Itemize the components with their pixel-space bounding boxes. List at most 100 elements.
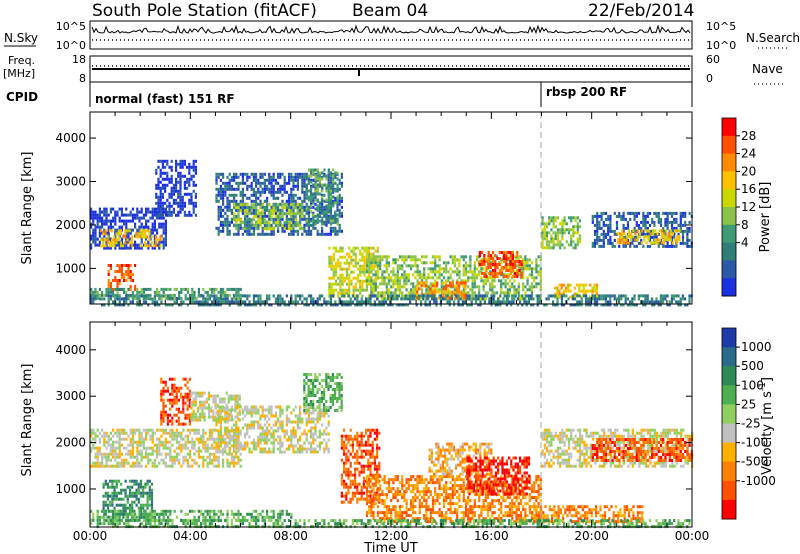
heatmap-cell — [494, 303, 497, 307]
heatmap-cell — [98, 228, 101, 232]
heatmap-cell — [644, 226, 647, 230]
heatmap-cell — [129, 213, 132, 217]
heatmap-cell — [237, 458, 240, 462]
heatmap-cell — [571, 294, 574, 298]
heatmap-cell — [589, 297, 592, 301]
heatmap-cell — [111, 238, 114, 242]
heatmap-cell — [145, 213, 148, 217]
heatmap-cell — [168, 207, 171, 211]
heatmap-cell — [171, 297, 174, 301]
heatmap-cell — [178, 461, 181, 465]
heatmap-cell — [118, 246, 121, 250]
heatmap-cell — [433, 294, 436, 298]
heatmap-cell — [517, 282, 520, 286]
heatmap-cell — [179, 192, 182, 196]
heatmap-cell — [314, 177, 317, 181]
heatmap-cell — [352, 249, 355, 253]
heatmap-cell — [118, 267, 121, 270]
heatmap-cell — [100, 229, 103, 233]
heatmap-cell — [338, 300, 341, 304]
heatmap-cell — [164, 431, 167, 435]
heatmap-cell — [139, 235, 142, 239]
heatmap-cell — [318, 174, 322, 178]
heatmap-cell — [435, 284, 439, 288]
heatmap-cell — [332, 190, 335, 194]
heatmap-cell — [325, 210, 328, 214]
heatmap-cell — [486, 294, 489, 298]
heatmap-cell — [675, 300, 678, 304]
heatmap-cell — [368, 276, 371, 280]
heatmap-cell — [600, 211, 603, 215]
heatmap-cell — [164, 455, 167, 459]
heatmap-cell — [305, 177, 308, 181]
heatmap-cell — [237, 303, 240, 307]
heatmap-cell — [188, 201, 191, 205]
heatmap-cell — [536, 297, 539, 301]
heatmap-cell — [675, 220, 678, 224]
heatmap-cell — [173, 431, 176, 435]
heatmap-cell — [312, 303, 315, 307]
heatmap-cell — [424, 300, 427, 304]
heatmap-cell — [556, 289, 559, 293]
heatmap-cell — [246, 223, 249, 227]
heatmap-cell — [137, 235, 140, 239]
heatmap-cell — [118, 428, 121, 432]
heatmap-cell — [640, 294, 643, 298]
heatmap-cell — [517, 267, 520, 271]
heatmap-cell — [112, 464, 115, 468]
heatmap-cell — [266, 300, 269, 304]
heatmap-cell — [149, 458, 152, 462]
heatmap-cell — [379, 267, 382, 271]
heatmap-cell — [156, 216, 159, 220]
heatmap-cell — [505, 257, 508, 260]
heatmap-cell — [336, 217, 339, 221]
heatmap-cell — [281, 203, 284, 207]
heatmap-cell — [252, 215, 255, 219]
heatmap-cell — [140, 464, 143, 468]
heatmap-cell — [233, 199, 236, 203]
heatmap-cell — [646, 232, 649, 236]
heatmap-cell — [233, 287, 236, 291]
heatmap-cell — [104, 509, 107, 513]
heatmap-cell — [109, 431, 112, 435]
heatmap-cell — [621, 238, 624, 242]
heatmap-cell — [541, 243, 544, 247]
heatmap-cell — [170, 165, 173, 169]
heatmap-cell — [103, 443, 106, 447]
cpid-label: CPID — [6, 90, 38, 104]
heatmap-cell — [195, 431, 198, 435]
heatmap-cell — [120, 503, 123, 507]
heatmap-cell — [332, 252, 335, 256]
heatmap-cell — [538, 294, 541, 298]
heatmap-cell — [485, 266, 488, 269]
heatmap-cell — [151, 431, 154, 435]
heatmap-cell — [219, 211, 222, 215]
heatmap-cell — [376, 267, 380, 271]
heatmap-cell — [237, 296, 240, 300]
heatmap-cell — [673, 220, 676, 224]
heatmap-cell — [277, 303, 280, 307]
heatmap-cell — [460, 290, 463, 294]
heatmap-cell — [675, 217, 678, 221]
heatmap-cell — [550, 240, 553, 244]
heatmap-cell — [228, 178, 231, 182]
heatmap-cell — [288, 209, 291, 213]
heatmap-cell — [598, 223, 601, 227]
heatmap-cell — [217, 226, 220, 230]
heatmap-cell — [416, 282, 419, 286]
heatmap-cell — [582, 292, 585, 296]
heatmap-cell — [103, 293, 106, 297]
heatmap-cell — [440, 282, 443, 286]
heatmap-cell — [462, 264, 465, 268]
heatmap-cell — [310, 178, 313, 182]
heatmap-cell — [283, 206, 286, 210]
heatmap-cell — [354, 252, 357, 256]
heatmap-cell — [653, 303, 656, 307]
heatmap-cell — [279, 172, 282, 176]
nave-tick-high: 60 — [706, 53, 720, 66]
heatmap-cell — [489, 288, 492, 292]
heatmap-cell — [339, 261, 342, 265]
heatmap-cell — [116, 461, 119, 465]
heatmap-cell — [128, 494, 132, 498]
heatmap-cell — [252, 208, 255, 212]
